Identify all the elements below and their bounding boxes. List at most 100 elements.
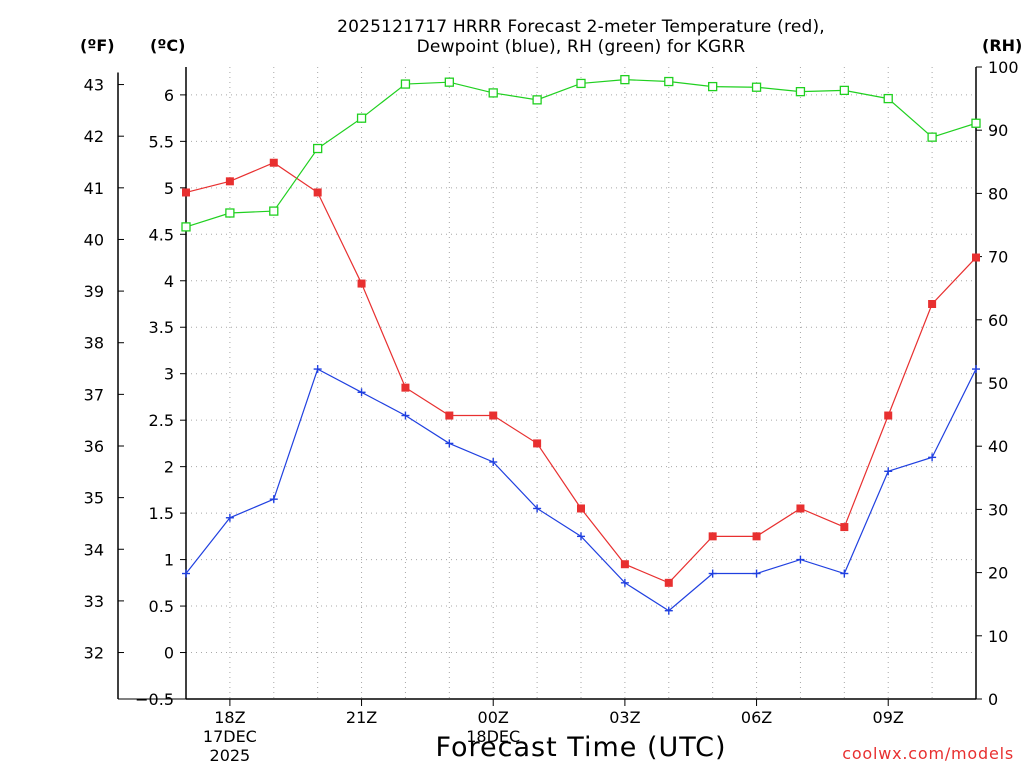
x-tick-label: 18Z (214, 708, 245, 727)
temperature-point (664, 578, 673, 587)
celsius-tick-label: −0.5 (135, 690, 174, 709)
rh-unit-label: (RH) (982, 36, 1023, 55)
dewpoint-point (972, 365, 980, 374)
temperature-point (972, 253, 980, 262)
rh-tick-label: 10 (988, 627, 1008, 646)
rh-point (664, 76, 674, 87)
celsius-tick-label: 3 (164, 365, 174, 384)
fahrenheit-tick-label: 35 (84, 489, 104, 508)
temperature-point (752, 532, 761, 541)
x-tick-label: 21Z (346, 708, 377, 727)
celsius-tick-label: 6 (164, 86, 174, 105)
dewpoint-point (840, 569, 849, 578)
rh-point (927, 132, 937, 142)
x-tick-label: 03Z (609, 708, 640, 727)
temperature-point (708, 532, 717, 541)
temperature-point (928, 300, 937, 308)
temperature-point (269, 158, 278, 167)
dewpoint-point (489, 458, 498, 466)
rh-line (185, 79, 977, 228)
dewpoint-point (182, 569, 190, 578)
rh-point (488, 88, 498, 98)
rh-tick-label: 70 (988, 248, 1008, 267)
chart-title-line-1: 2025121717 HRRR Forecast 2-meter Tempera… (337, 17, 825, 37)
rh-tick-label: 0 (988, 690, 998, 709)
rh-tick-label: 80 (988, 184, 1008, 203)
celsius-tick-label: 3.5 (149, 318, 174, 337)
x-tick-sublabel: 17DEC (203, 727, 257, 746)
fahrenheit-tick-label: 34 (84, 540, 104, 559)
rh-point (708, 81, 718, 92)
celsius-tick-label: 0.5 (149, 597, 174, 616)
fahrenheit-tick-label: 41 (84, 179, 104, 198)
temperature-point (357, 279, 366, 288)
dewpoint-point (708, 569, 717, 578)
rh-point (356, 113, 367, 123)
rh-point (883, 93, 893, 104)
rh-tick-label: 90 (988, 121, 1008, 140)
rh-tick-label: 50 (988, 374, 1008, 393)
celsius-tick-label: 5.5 (149, 132, 174, 151)
celsius-tick-label: 1.5 (149, 504, 174, 523)
fahrenheit-tick-label: 36 (84, 437, 104, 456)
celsius-unit-label: (ºC) (150, 36, 186, 55)
dewpoint-point (313, 365, 322, 374)
chart-title-line-2: Dewpoint (blue), RH (green) for KGRR (416, 37, 746, 57)
dewpoint-point (225, 513, 234, 522)
temperature-point (533, 439, 542, 448)
temperature-point (620, 560, 629, 569)
axes: −0.5 0 0.5 1 1.5 2 2.5 3 3.5 4 4.5 5 5.5 6 32 33 34 35 36 3… (84, 58, 1019, 765)
x-axis-title: Forecast Time (UTC) (435, 732, 727, 763)
rh-tick-label: 30 (988, 500, 1008, 519)
x-tick-sublabel: 18DEC (466, 727, 520, 746)
rh-point (444, 77, 454, 87)
fahrenheit-tick-label: 40 (84, 230, 104, 249)
rh-point (400, 79, 411, 89)
x-tick-label: 09Z (873, 708, 904, 727)
rh-point (313, 143, 323, 154)
grid-lines (185, 67, 977, 700)
rh-point (751, 82, 762, 92)
x-tick-label: 00Z (478, 708, 509, 727)
x-tick-label: 06Z (741, 708, 772, 727)
rh-point (620, 74, 630, 85)
temperature-point (489, 411, 498, 420)
rh-tick-label: 20 (988, 564, 1008, 583)
temperature-point (445, 411, 454, 420)
dewpoint-point (533, 504, 542, 513)
credit-text: coolwx.com/models (842, 744, 1014, 763)
fahrenheit-unit-label: (ºF) (80, 36, 115, 55)
dewpoint-point (884, 467, 893, 476)
temperature-point (182, 188, 190, 197)
temperature-point (225, 177, 234, 186)
rh-tick-label: 40 (988, 437, 1008, 456)
celsius-tick-label: 2.5 (149, 411, 174, 430)
rh-point (795, 86, 806, 97)
dewpoint-point (796, 555, 805, 564)
temperature-point (884, 411, 893, 420)
dewpoint-point (928, 453, 937, 462)
fahrenheit-tick-label: 38 (84, 334, 104, 353)
fahrenheit-tick-label: 42 (84, 127, 104, 146)
rh-point (225, 208, 235, 218)
fahrenheit-tick-label: 43 (84, 76, 104, 95)
x-tick-sublabel: 2025 (210, 746, 251, 765)
rh-point (181, 222, 191, 232)
data-series (181, 74, 981, 615)
series-temperature (182, 158, 980, 587)
rh-point (971, 118, 981, 128)
rh-point (532, 95, 542, 105)
rh-point (269, 206, 279, 216)
rh-tick-label: 60 (988, 311, 1008, 330)
celsius-tick-label: 4.5 (149, 225, 174, 244)
fahrenheit-tick-label: 32 (84, 644, 104, 663)
celsius-tick-label: 4 (164, 272, 174, 291)
celsius-tick-label: 5 (164, 179, 174, 198)
dewpoint-line (185, 368, 977, 612)
dewpoint-point (752, 569, 761, 578)
series-dewpoint (182, 365, 980, 615)
temperature-point (577, 504, 585, 513)
temperature-point (313, 188, 322, 197)
dewpoint-point (401, 411, 410, 420)
